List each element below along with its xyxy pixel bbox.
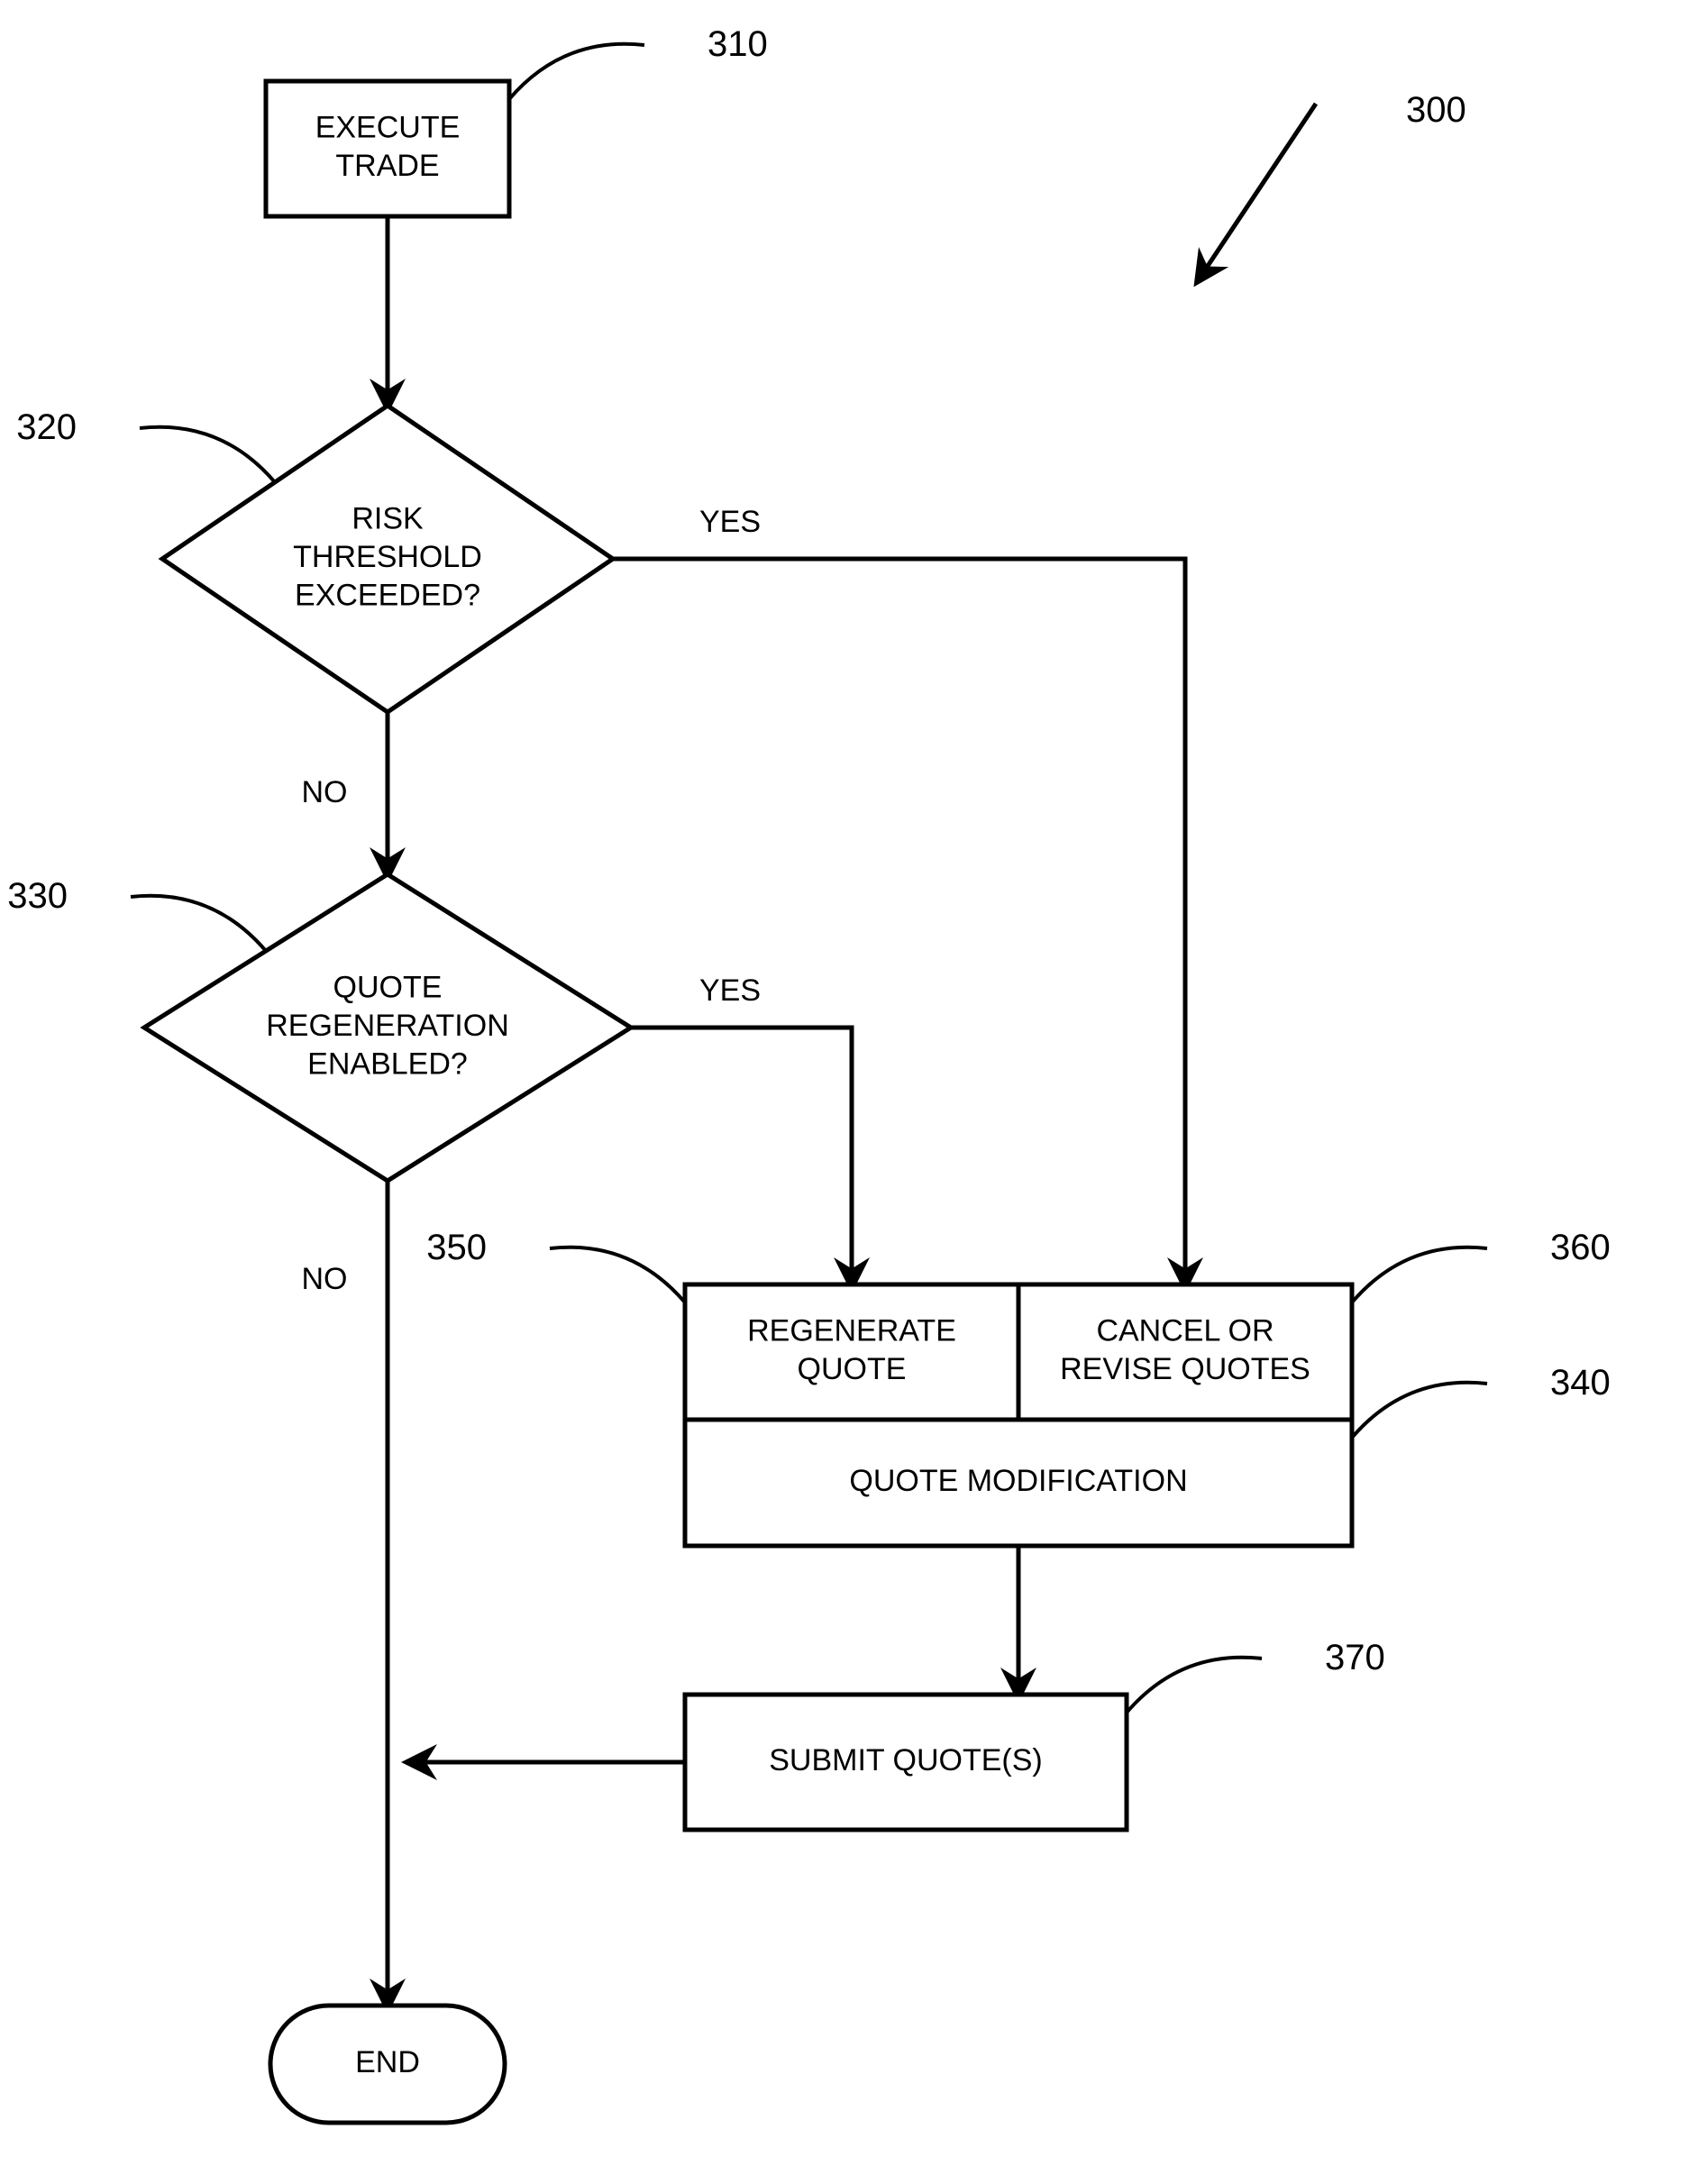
node-n320-label: THRESHOLD — [293, 540, 482, 574]
edge-e4_yes-label: YES — [699, 973, 761, 1008]
edge-e5_no-label: NO — [302, 1262, 348, 1296]
node-n360-label: CANCEL OR — [1096, 1314, 1274, 1348]
node-n320-label: EXCEEDED? — [295, 578, 480, 612]
node-n350: REGENERATE QUOTE — [685, 1284, 1018, 1420]
ref-370: 370 — [1325, 1638, 1385, 1677]
edge-e3_no-label: NO — [302, 775, 348, 809]
flowchart-diagram: YES NO YES NO EXECUTE TRADE RISK THRESHOLD EXCE… — [0, 0, 1689, 2184]
ref-leader-310 — [509, 44, 644, 99]
ref-leader-330 — [131, 896, 266, 951]
node-n330-label: ENABLED? — [307, 1046, 468, 1081]
node-n360-label: REVISE QUOTES — [1060, 1352, 1310, 1386]
edge-e2_yes-label: YES — [699, 505, 761, 539]
node-n320-label: RISK — [351, 501, 424, 535]
node-nEnd-label: END — [355, 2045, 420, 2079]
node-n370-label: SUBMIT QUOTE(S) — [769, 1743, 1043, 1777]
node-n370: SUBMIT QUOTE(S) — [685, 1695, 1127, 1830]
node-n310-label: TRADE — [335, 149, 439, 183]
ref-360: 360 — [1550, 1228, 1611, 1267]
edge-e4_yes — [631, 1028, 852, 1284]
node-n310-label: EXECUTE — [315, 111, 461, 145]
node-n330-label: REGENERATION — [266, 1009, 509, 1043]
edge-e2_yes — [613, 559, 1185, 1284]
node-n330: QUOTE REGENERATIONENABLED? — [144, 874, 631, 1181]
node-n350-label: QUOTE — [798, 1352, 907, 1386]
diagram-ref-label: 300 — [1406, 90, 1466, 130]
ref-leader-360 — [1352, 1247, 1487, 1302]
ref-leader-340 — [1352, 1383, 1487, 1438]
ref-350: 350 — [426, 1228, 487, 1267]
ref-340: 340 — [1550, 1363, 1611, 1403]
ref-leader-350 — [550, 1247, 685, 1302]
ref-330: 330 — [7, 876, 68, 916]
ref-leader-320 — [140, 427, 275, 482]
diagram-ref-arrow — [1199, 104, 1316, 279]
node-n330-label: QUOTE — [333, 970, 443, 1004]
node-n340-label: QUOTE MODIFICATION — [849, 1464, 1187, 1498]
node-nEnd: END — [270, 2006, 505, 2123]
ref-310: 310 — [708, 24, 768, 64]
node-n310: EXECUTE TRADE — [266, 81, 509, 216]
node-n350-label: REGENERATE — [747, 1314, 956, 1348]
node-n360: CANCEL OR REVISE QUOTES — [1018, 1284, 1352, 1420]
node-n320: RISK THRESHOLD EXCEEDED? — [162, 406, 613, 712]
ref-320: 320 — [16, 407, 77, 447]
node-n340: QUOTE MODIFICATION — [685, 1420, 1352, 1546]
ref-leader-370 — [1127, 1658, 1262, 1713]
